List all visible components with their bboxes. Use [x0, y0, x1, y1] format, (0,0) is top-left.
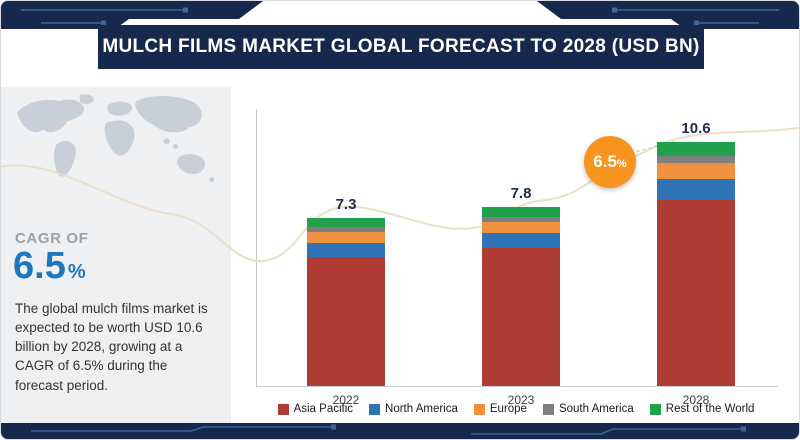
bar-segment-north-america: [307, 243, 385, 258]
bar-total-label: 7.8: [510, 184, 532, 202]
legend-item: North America: [369, 403, 458, 415]
bars-layer: 7.3 2022 7.8 2023 10.6 2028: [231, 87, 799, 425]
chart-area: 7.3 2022 7.8 2023 10.6 2028 6.5 % Asia Pacifi…: [231, 87, 799, 425]
x-axis-label: 2022: [332, 393, 360, 407]
title-banner: MULCH FILMS MARKET GLOBAL FORECAST TO 20…: [98, 25, 704, 69]
legend-item: Asia Pacific: [277, 403, 354, 415]
legend-swatch: [649, 403, 661, 415]
legend: Asia Pacific North America Europe South Ame…: [231, 403, 799, 415]
x-axis-label: 2023: [507, 393, 535, 407]
bar-segment-north-america: [657, 178, 735, 200]
world-map-image: [17, 94, 215, 183]
stacked-bar: [307, 218, 385, 386]
bar-segment-rest-of-the-world: [657, 142, 735, 156]
circuit-decoration-top-left: [1, 1, 263, 29]
legend-item: South America: [542, 403, 634, 415]
bar-total-label: 7.3: [335, 196, 357, 214]
x-axis-line: [256, 386, 778, 387]
bar-total-label: 10.6: [681, 120, 711, 138]
stacked-bar: [482, 206, 560, 386]
legend-swatch: [369, 403, 381, 415]
bar-segment-europe: [657, 162, 735, 179]
bar-segment-europe: [307, 231, 385, 244]
circuit-decoration-footer: [1, 423, 799, 439]
bar-segment-south-america: [657, 155, 735, 163]
cagr-badge-percent-sign: %: [616, 157, 627, 170]
legend-label: Europe: [489, 403, 527, 415]
circuit-decoration-top-right: [537, 1, 799, 29]
legend-swatch: [473, 403, 485, 415]
bar-segment-asia-pacific: [482, 247, 560, 386]
stacked-bar: [657, 142, 735, 386]
cagr-badge-value: 6.5: [593, 152, 617, 171]
legend-item: Rest of the World: [649, 403, 755, 415]
market-description: The global mulch films market is expecte…: [15, 301, 208, 393]
bar-segment-north-america: [482, 233, 560, 248]
cagr-badge: 6.5 %: [584, 136, 636, 188]
legend-swatch: [277, 403, 289, 415]
bar-segment-rest-of-the-world: [307, 218, 385, 228]
cagr-value: 6.5%: [13, 245, 86, 288]
legend-label: Rest of the World: [665, 403, 755, 415]
legend-item: Europe: [473, 403, 527, 415]
bar-segment-rest-of-the-world: [482, 206, 560, 217]
legend-label: South America: [558, 403, 634, 415]
bar-segment-asia-pacific: [657, 199, 735, 386]
legend-swatch: [542, 403, 554, 415]
bar-segment-europe: [482, 221, 560, 234]
page-title: MULCH FILMS MARKET GLOBAL FORECAST TO 20…: [102, 36, 700, 57]
cagr-number: 6.5: [13, 245, 66, 287]
bar-segment-asia-pacific: [307, 257, 385, 386]
cagr-percent-sign: %: [67, 261, 86, 283]
x-axis-label: 2028: [682, 393, 710, 407]
legend-label: Asia Pacific: [293, 403, 354, 415]
sidebar: CAGR OF 6.5% The global mulch films mark…: [1, 87, 231, 425]
legend-label: North America: [385, 403, 458, 415]
